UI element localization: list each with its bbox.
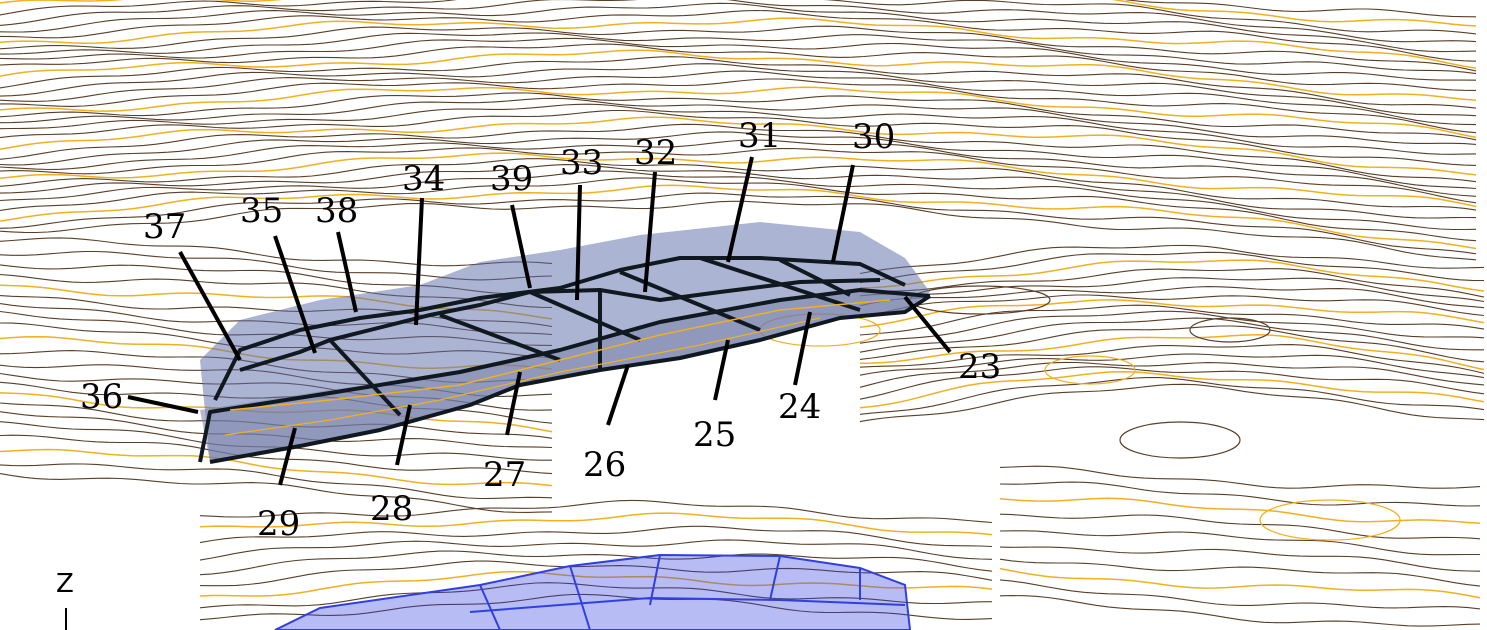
leader-line-27 bbox=[505, 371, 522, 436]
block-label-text: 24 bbox=[778, 387, 821, 427]
block-label-text: 35 bbox=[240, 191, 283, 231]
block-label-text: 27 bbox=[483, 455, 526, 495]
block-label-33: 33 bbox=[560, 143, 603, 301]
block-label-text: 38 bbox=[315, 191, 358, 231]
block-label-text: 36 bbox=[80, 377, 123, 417]
lower-block-mesh bbox=[274, 553, 912, 630]
leader-line-34 bbox=[414, 197, 424, 326]
block-label-text: 39 bbox=[490, 159, 533, 199]
leader-line-33 bbox=[575, 184, 582, 301]
block-label-text: 34 bbox=[402, 159, 445, 199]
leader-line-30 bbox=[831, 164, 855, 263]
block-label-36: 36 bbox=[80, 377, 199, 417]
block-label-37: 37 bbox=[143, 207, 242, 361]
block-label-31: 31 bbox=[726, 116, 781, 263]
leader-line-36 bbox=[127, 395, 199, 414]
block-label-text: 37 bbox=[143, 207, 186, 247]
leader-line-31 bbox=[726, 156, 754, 263]
block-label-text: 28 bbox=[370, 489, 413, 529]
block-label-39: 39 bbox=[490, 159, 533, 289]
block-label-text: 23 bbox=[958, 347, 1001, 387]
leader-line-38 bbox=[336, 231, 358, 313]
block-label-25: 25 bbox=[693, 339, 736, 455]
block-label-27: 27 bbox=[483, 371, 526, 495]
leader-line-35 bbox=[273, 235, 317, 354]
block-label-text: 33 bbox=[560, 143, 603, 183]
z-axis-label: Z bbox=[56, 569, 74, 599]
block-label-32: 32 bbox=[634, 133, 677, 293]
block-label-29: 29 bbox=[257, 427, 300, 544]
block-label-28: 28 bbox=[370, 404, 413, 529]
leader-line-26 bbox=[606, 364, 630, 426]
block-label-text: 30 bbox=[852, 117, 895, 157]
block-label-text: 31 bbox=[738, 116, 781, 156]
leader-line-37 bbox=[178, 251, 242, 361]
leader-line-25 bbox=[713, 339, 730, 401]
leader-line-32 bbox=[643, 171, 657, 293]
block-labels: 23 24 25 26 27 28 29 30 31 32 33 34 35 36 37 38 39 bbox=[80, 116, 1001, 544]
block-label-text: 26 bbox=[583, 445, 626, 485]
block-label-35: 35 bbox=[240, 191, 317, 354]
block-label-text: 25 bbox=[693, 415, 736, 455]
block-label-30: 30 bbox=[831, 117, 895, 263]
block-label-24: 24 bbox=[778, 311, 821, 427]
upper-block-mesh bbox=[198, 222, 932, 464]
block-label-23: 23 bbox=[903, 295, 1001, 387]
leader-line-24 bbox=[793, 311, 812, 386]
block-label-34: 34 bbox=[402, 159, 445, 326]
leader-line-28 bbox=[395, 404, 412, 466]
block-label-text: 29 bbox=[257, 504, 300, 544]
leader-line-39 bbox=[510, 204, 532, 289]
block-label-26: 26 bbox=[583, 364, 630, 485]
leader-line-29 bbox=[278, 427, 297, 486]
block-label-38: 38 bbox=[315, 191, 358, 313]
leader-line-23 bbox=[903, 295, 952, 354]
block-label-text: 32 bbox=[634, 133, 677, 173]
z-axis-indicator: Z bbox=[56, 569, 74, 630]
